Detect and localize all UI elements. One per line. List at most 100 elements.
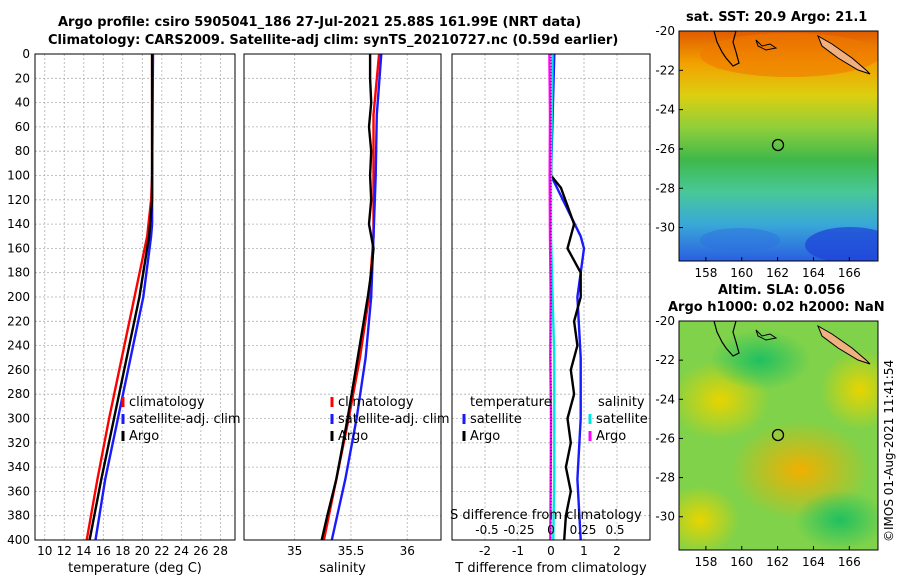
sla-new-caledonia xyxy=(817,324,871,365)
diff-temp-legend-label-0: satellite xyxy=(470,412,522,427)
diff-secondary-tick: 0 xyxy=(547,523,555,537)
temp-ytick-label: 160 xyxy=(7,241,30,255)
temp-ytick-label: 340 xyxy=(7,460,30,474)
sla-reef-outline xyxy=(755,329,778,341)
sla-map-xtick-label: 158 xyxy=(694,555,717,569)
sla-map-title-2: Argo h1000: 0.02 h2000: NaN xyxy=(668,300,885,315)
sal-series-1 xyxy=(330,53,383,541)
sst-argo-marker xyxy=(771,138,785,152)
temp-legend-label-2: Argo xyxy=(129,429,159,444)
temp-ytick-label: 200 xyxy=(7,290,30,304)
diff-secondary-tick: -0.5 xyxy=(475,523,498,537)
sla-map-ytick-label: -20 xyxy=(655,314,675,328)
temp-ytick-label: 40 xyxy=(15,96,30,110)
temp-ytick-label: 0 xyxy=(22,47,30,61)
diff-xtick-label: -2 xyxy=(479,544,491,558)
sal-xtick-label: 35.5 xyxy=(338,544,365,558)
sla-map-title-1: Altim. SLA: 0.056 xyxy=(718,283,845,298)
sal-series-2 xyxy=(320,54,375,541)
temp-series-2 xyxy=(88,54,154,541)
sla-map-ytick-label: -26 xyxy=(655,431,675,445)
diff-xtick-label: -1 xyxy=(512,544,524,558)
temp-legend-label-1: satellite-adj. clim xyxy=(129,412,241,427)
sst-cool-patch-2 xyxy=(700,228,780,252)
sla-high-3 xyxy=(820,350,878,430)
temp-ytick-label: 320 xyxy=(7,436,30,450)
sst-australia-coast xyxy=(713,31,740,67)
diff-secondary-tick: 0.5 xyxy=(605,523,624,537)
diff-series-1 xyxy=(549,53,582,541)
temp-ytick-label: 100 xyxy=(7,169,30,183)
sst-map-ytick-label: -28 xyxy=(655,181,675,195)
sal-xlabel: salinity xyxy=(319,561,366,576)
sst-map-ytick-label: -20 xyxy=(655,24,675,38)
diff-xtick-label: 2 xyxy=(613,544,621,558)
sst-map-ytick-label: -26 xyxy=(655,142,675,156)
sla-map-xtick-label: 164 xyxy=(802,555,825,569)
temp-xtick-label: 28 xyxy=(213,544,228,558)
sal-legend-label-2: Argo xyxy=(338,429,368,444)
diff-xtick-label: 1 xyxy=(580,544,588,558)
sla-australia-coast xyxy=(713,321,740,357)
temp-xtick-label: 10 xyxy=(37,544,52,558)
title-line-1: Argo profile: csiro 5905041_186 27-Jul-2… xyxy=(58,15,582,30)
sal-frame xyxy=(243,53,442,541)
sst-map-xtick-label: 160 xyxy=(730,266,753,280)
temp-ytick-label: 220 xyxy=(7,314,30,328)
sst-map-xtick-label: 166 xyxy=(838,266,861,280)
sst-map xyxy=(679,31,878,261)
sst-warm-patch xyxy=(700,33,878,77)
sst-map-ytick-label: -24 xyxy=(655,103,675,117)
sst-map-xtick-label: 164 xyxy=(802,266,825,280)
sst-map-frame xyxy=(678,30,879,262)
sla-low-2 xyxy=(795,490,878,550)
sla-map-frame xyxy=(678,320,879,551)
map-axes: 158 160 162 164 166 -20 -22 -24 -26 -28 -30 158 160 1… xyxy=(655,24,879,569)
temp-legend-label-0: climatology xyxy=(129,395,205,410)
diff-sal-legend-label-1: Argo xyxy=(596,429,626,444)
sst-map-xtick-label: 162 xyxy=(766,266,789,280)
temp-ytick-label: 120 xyxy=(7,193,30,207)
diff-legend-sal-title: salinity xyxy=(598,395,645,410)
temp-ytick-label: 280 xyxy=(7,387,30,401)
sst-map-title: sat. SST: 20.9 Argo: 21.1 xyxy=(686,10,868,25)
temp-xtick-label: 12 xyxy=(57,544,72,558)
temp-ytick-label: 240 xyxy=(7,339,30,353)
diff-series-0 xyxy=(549,53,586,541)
temp-xtick-label: 16 xyxy=(96,544,111,558)
diff-xlabel: T difference from climatology xyxy=(454,561,647,576)
temp-ytick-label: 140 xyxy=(7,217,30,231)
sst-map-ytick-label: -22 xyxy=(655,63,675,77)
sla-map-ytick-label: -30 xyxy=(655,510,675,524)
title-line-2: Climatology: CARS2009. Satellite-adj cli… xyxy=(48,33,619,48)
temp-xtick-label: 26 xyxy=(193,544,208,558)
diff-secondary-tick: -0.25 xyxy=(503,523,534,537)
temp-ytick-label: 60 xyxy=(15,120,30,134)
profile-plots: 10 12 14 16 18 20 22 24 26 2802040608010012014016… xyxy=(7,47,651,576)
temp-frame xyxy=(34,53,236,541)
temp-ytick-label: 20 xyxy=(15,71,30,85)
sst-new-caledonia xyxy=(817,34,871,75)
diff-legend-temp-title: temperature xyxy=(470,395,552,410)
sla-map-ytick-label: -22 xyxy=(655,353,675,367)
sla-map-ytick-label: -24 xyxy=(655,392,675,406)
temp-ytick-label: 300 xyxy=(7,412,30,426)
diff-secondary-xlabel: S difference from climatology xyxy=(450,508,642,523)
diff-xtick-label: 0 xyxy=(547,544,555,558)
temp-ytick-label: 400 xyxy=(7,533,30,547)
temp-ytick-label: 80 xyxy=(15,144,30,158)
sla-high-4 xyxy=(679,485,740,550)
temp-xtick-label: 18 xyxy=(115,544,130,558)
sla-argo-marker xyxy=(771,428,785,442)
temp-ytick-label: 260 xyxy=(7,363,30,377)
sst-map-xtick-label: 158 xyxy=(694,266,717,280)
diff-secondary-tick: 0.25 xyxy=(570,523,597,537)
temp-ytick-label: 180 xyxy=(7,266,30,280)
sst-map-ytick-label: -30 xyxy=(655,221,675,235)
sst-cool-patch xyxy=(805,227,878,261)
diff-temp-legend-label-1: Argo xyxy=(470,429,500,444)
sla-map-xtick-label: 162 xyxy=(766,555,789,569)
sal-xtick-label: 35 xyxy=(287,544,302,558)
sal-legend-label-0: climatology xyxy=(338,395,414,410)
